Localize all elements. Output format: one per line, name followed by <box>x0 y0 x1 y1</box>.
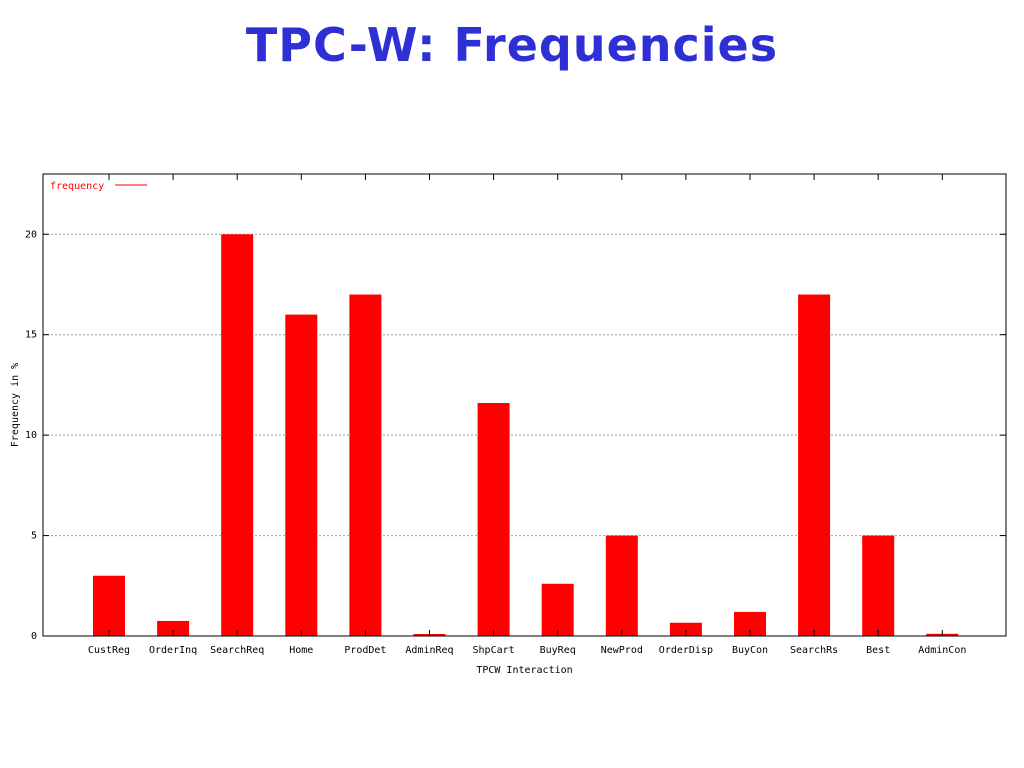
y-tick-label: 20 <box>25 229 37 240</box>
x-tick-label: BuyCon <box>732 645 768 656</box>
legend-label-frequency: frequency <box>50 181 104 192</box>
x-tick-label: Home <box>289 645 313 656</box>
x-tick-label: NewProd <box>601 645 643 656</box>
x-tick-label: OrderInq <box>149 645 197 656</box>
bar-searchrs <box>798 294 831 636</box>
x-tick-label: AdminCon <box>918 645 966 656</box>
slide-title: TPC-W: Frequencies <box>245 18 779 72</box>
x-tick-label: BuyReq <box>540 645 576 656</box>
x-tick-label: CustReg <box>88 645 130 656</box>
bar-searchreq <box>221 234 254 636</box>
bar-shpcart <box>477 402 510 636</box>
bar-orderinq <box>157 620 190 636</box>
y-tick-label: 15 <box>25 330 37 341</box>
grid-lines <box>43 233 1006 537</box>
x-tick-label: ProdDet <box>344 645 386 656</box>
bar-custreg <box>93 575 125 636</box>
x-tick-label: SearchRs <box>790 645 838 656</box>
y-axis-title: Frequency in % <box>10 363 21 447</box>
bar-buyreq <box>541 583 574 636</box>
x-tick-label: SearchReq <box>210 645 264 656</box>
y-tick-label: 10 <box>25 430 37 441</box>
bar-proddet <box>349 294 382 636</box>
bar-home <box>285 314 318 636</box>
plot-frame <box>42 173 1007 637</box>
x-tick-label: AdminReq <box>405 645 453 656</box>
bar-orderdisp <box>669 622 702 636</box>
bars <box>93 234 959 636</box>
x-tick-label: OrderDisp <box>659 645 713 656</box>
bar-newprod <box>605 535 638 636</box>
legend: frequency <box>50 181 147 192</box>
x-tick-label: ShpCart <box>473 645 515 656</box>
y-tick-label: 5 <box>31 531 37 542</box>
x-axis-title: TPCW Interaction <box>476 665 572 676</box>
x-tick-label: Best <box>866 645 890 656</box>
bar-best <box>862 535 895 636</box>
axis-ticks: 0 5 10 15 20 CustReg OrderInq SearchReq Home Prod… <box>25 174 1006 656</box>
y-tick-label: 0 <box>31 631 37 642</box>
